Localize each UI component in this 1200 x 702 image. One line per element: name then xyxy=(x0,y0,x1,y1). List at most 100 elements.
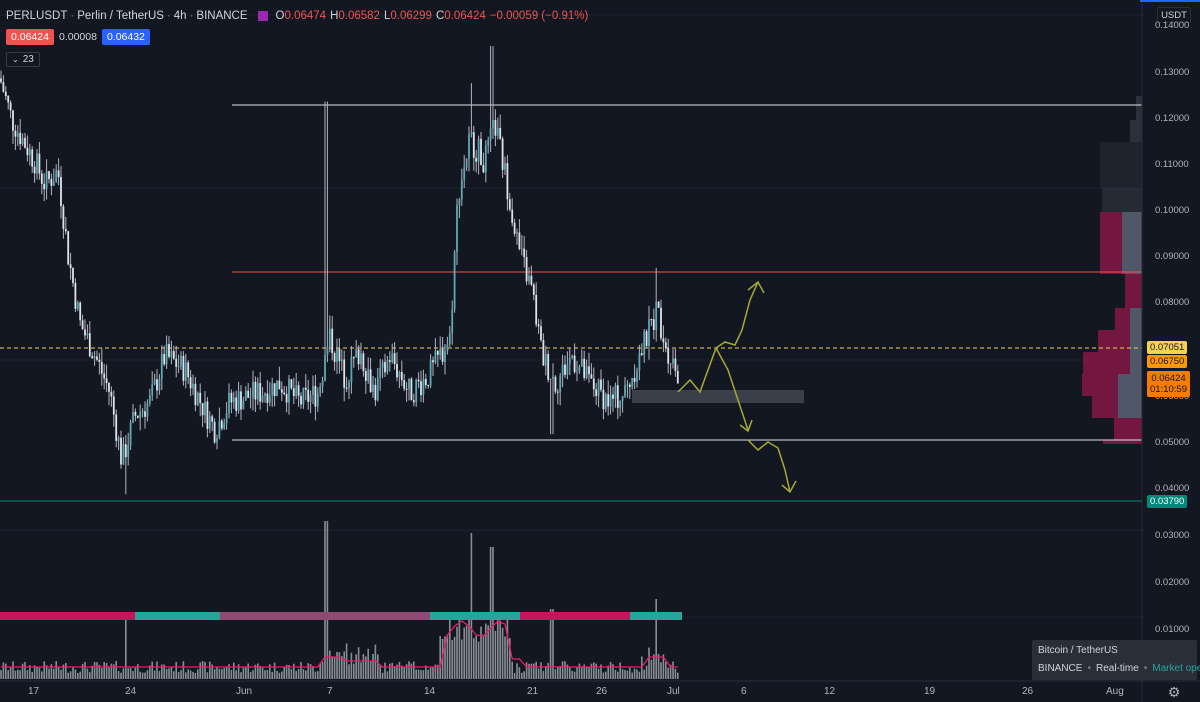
candle-body xyxy=(141,411,144,413)
candle-body xyxy=(640,353,643,355)
candle-body xyxy=(453,251,456,310)
price-tag-level-2[interactable]: 0.06750 xyxy=(1147,355,1188,368)
volume-bar xyxy=(626,670,629,679)
volume-bar xyxy=(338,652,341,679)
candle-body xyxy=(393,353,396,365)
candle-body xyxy=(144,411,146,417)
volume-bar xyxy=(410,663,413,679)
sell-button[interactable]: 0.06424 xyxy=(6,29,54,45)
candle-body xyxy=(602,389,605,410)
candle-body xyxy=(444,351,446,362)
candle-body xyxy=(100,361,103,374)
volume-bar xyxy=(573,671,576,679)
candle-body xyxy=(403,380,406,389)
indicator-strip-teal xyxy=(135,612,220,620)
candle-body xyxy=(578,366,581,372)
projection-down-path[interactable] xyxy=(715,347,749,431)
projection-down-arrowhead-2 xyxy=(781,480,797,494)
candle-body xyxy=(321,380,324,387)
volume-bar xyxy=(177,671,180,679)
indicators-toggle[interactable]: ⌄ 23 xyxy=(6,52,40,67)
candle-body xyxy=(36,153,38,174)
gear-icon[interactable]: ⚙ xyxy=(1167,683,1181,700)
spread-value: 0.00008 xyxy=(58,31,97,43)
volume-bar xyxy=(41,671,43,679)
candle-body xyxy=(516,232,518,234)
last-price-tag[interactable]: 0.06424 01:10:59 xyxy=(1147,371,1190,397)
candle-body xyxy=(112,396,115,415)
candle-body xyxy=(153,379,156,385)
candle-body xyxy=(396,364,398,378)
demand-zone[interactable] xyxy=(632,390,804,403)
market-info-box[interactable]: Bitcoin / TetherUS BINANCE • Real-time •… xyxy=(1032,640,1200,680)
volume-bar xyxy=(266,670,269,679)
volume-bar xyxy=(278,672,281,679)
candle-body xyxy=(98,359,101,362)
volume-bar xyxy=(67,672,69,679)
volume-bar xyxy=(305,670,307,679)
volume-bar xyxy=(165,668,168,679)
buy-button[interactable]: 0.06432 xyxy=(101,29,150,45)
candle-body xyxy=(247,390,250,398)
candle-body xyxy=(552,376,554,379)
candle-body xyxy=(645,331,648,346)
price-tag-level-1[interactable]: 0.07051 xyxy=(1147,341,1188,354)
candle-body xyxy=(657,301,660,308)
candle-body xyxy=(309,394,312,402)
candle-body xyxy=(228,392,230,414)
volume-bar xyxy=(12,661,14,679)
candle-body xyxy=(312,385,314,395)
candle-body xyxy=(597,379,600,397)
candle-body xyxy=(223,423,226,429)
volume-bar xyxy=(590,663,593,679)
price-tag-support[interactable]: 0.03790 xyxy=(1147,495,1188,508)
volume-bar xyxy=(101,668,103,679)
candle-body xyxy=(604,394,607,410)
volume-bar xyxy=(420,670,422,679)
candle-body xyxy=(314,385,317,407)
volume-bar xyxy=(29,665,31,679)
projection-down-path-2[interactable] xyxy=(747,439,791,493)
candle-body xyxy=(489,128,492,141)
candle-body xyxy=(283,392,286,395)
symbol-legend[interactable]: PERLUSDT · Perlin / TetherUS · 4h · BINA… xyxy=(6,8,588,24)
projection-up-path[interactable] xyxy=(677,281,759,394)
volume-bar xyxy=(21,663,24,679)
volume-bar xyxy=(139,671,141,679)
candle-body xyxy=(518,232,521,249)
candle-body xyxy=(12,110,14,131)
volume-bar xyxy=(14,670,17,679)
candle-body xyxy=(446,344,449,352)
currency-badge[interactable]: USDT xyxy=(1157,7,1191,23)
volume-bar xyxy=(24,661,26,679)
candle-body xyxy=(21,137,24,144)
volume-bar xyxy=(98,664,101,679)
volume-bar xyxy=(7,670,9,679)
price-tick: 0.04000 xyxy=(1155,483,1190,494)
volume-bar xyxy=(17,669,19,679)
volume-bar xyxy=(509,638,511,679)
volume-bar xyxy=(353,663,355,679)
candle-body xyxy=(189,377,192,389)
volume-bar xyxy=(108,666,110,679)
candle-body xyxy=(254,381,257,400)
volume-bar xyxy=(636,669,638,679)
volume-bar xyxy=(561,661,564,679)
candle-body xyxy=(480,138,482,166)
candle-body xyxy=(180,355,182,367)
volume-ma-line xyxy=(1,620,678,668)
candle-body xyxy=(628,384,631,387)
candle-body xyxy=(494,119,497,136)
candle-body xyxy=(556,391,559,393)
volume-bar xyxy=(552,609,554,679)
legend-exchange: BINANCE xyxy=(196,10,248,22)
volume-bar xyxy=(554,669,557,679)
candle-body xyxy=(175,358,178,367)
symbol-color-icon[interactable] xyxy=(257,11,268,21)
volume-bar xyxy=(153,670,156,679)
volume-bar xyxy=(365,656,367,679)
candle-body xyxy=(328,328,331,347)
volume-bar xyxy=(324,521,326,679)
volume-bar xyxy=(144,672,146,679)
